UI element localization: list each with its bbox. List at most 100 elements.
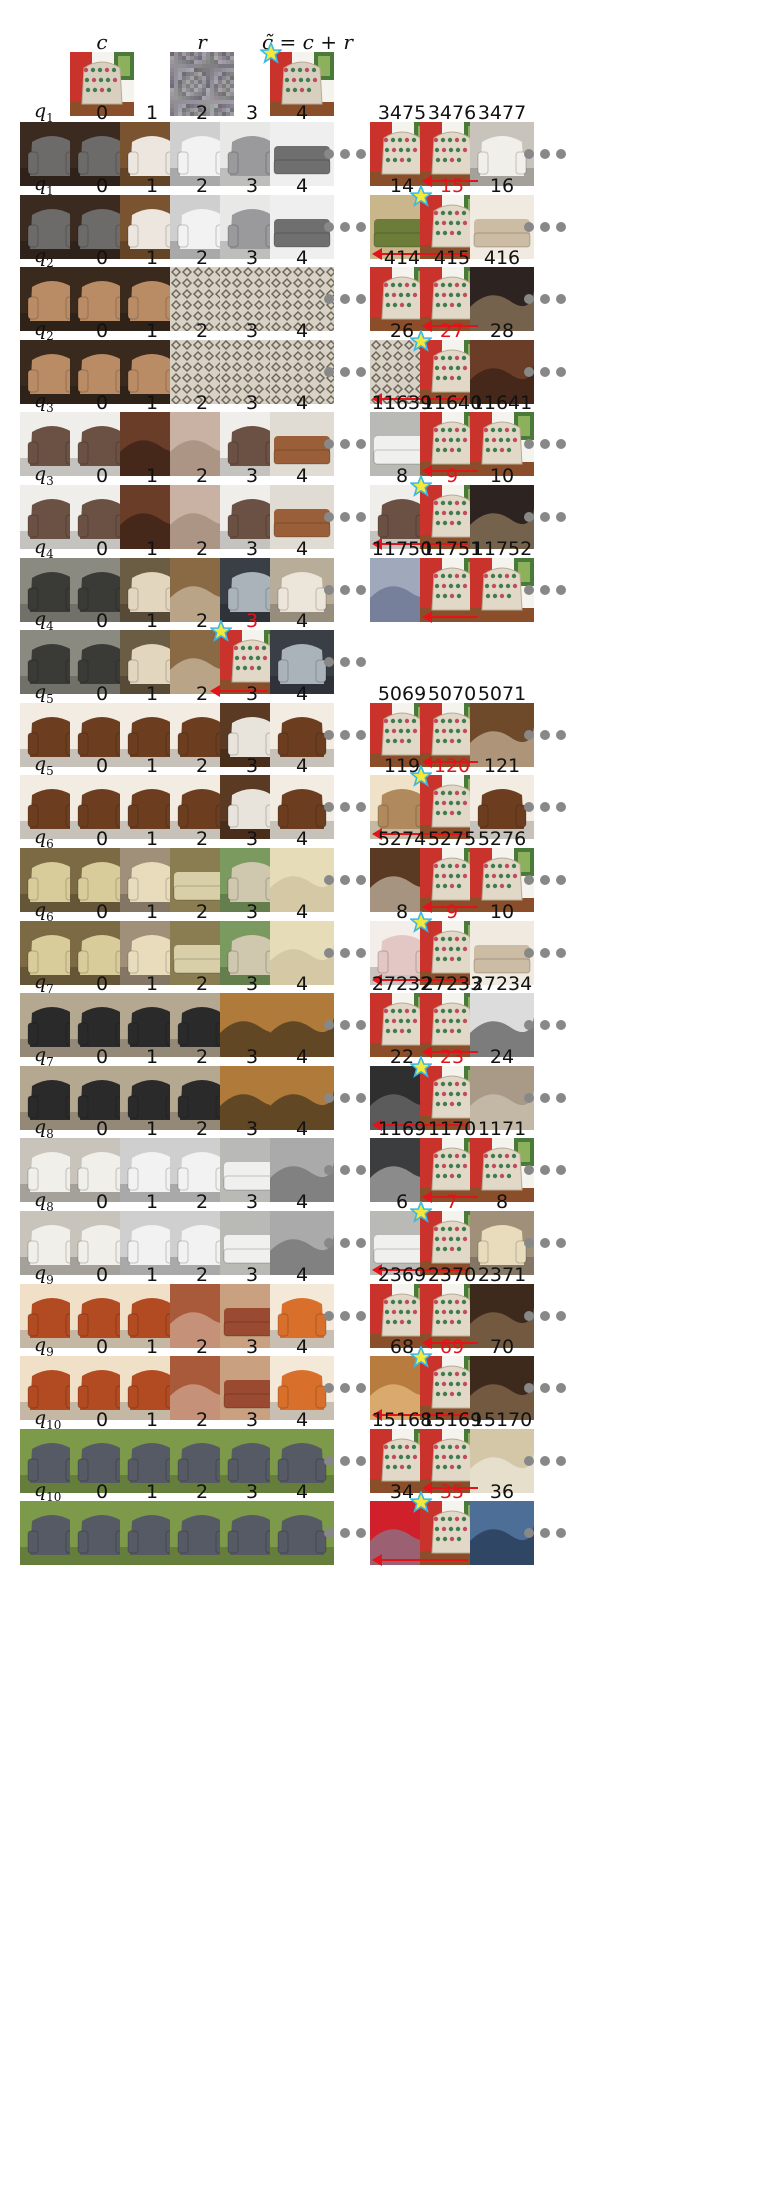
left-result-image	[270, 1284, 334, 1348]
right-rank-label: 23	[439, 1046, 465, 1068]
ellipsis-dot	[324, 585, 334, 595]
query-label: q6	[34, 828, 54, 850]
left-ellipsis	[324, 585, 368, 595]
ellipsis-dot	[556, 1093, 566, 1103]
ellipsis-dot	[556, 1528, 566, 1538]
right-rank-label: 9	[445, 465, 459, 487]
query-letter: q	[34, 173, 47, 195]
rank-shift-arrow	[210, 685, 268, 697]
ellipsis-dot	[356, 1383, 366, 1393]
header-c-label: c	[96, 30, 108, 54]
ellipsis-dot	[540, 512, 550, 522]
right-result-image	[470, 267, 534, 331]
ellipsis-dot	[540, 1311, 550, 1321]
right-rank-label: 120	[433, 755, 471, 777]
left-rank-label: 4	[295, 1046, 309, 1068]
ellipsis-dot	[356, 802, 366, 812]
left-rank-label: 0	[95, 320, 109, 342]
left-rank-label: 1	[145, 175, 159, 197]
right-result-image	[470, 703, 534, 767]
right-rank-label: 2369	[377, 1264, 427, 1286]
left-rank-label: 0	[95, 683, 109, 705]
ellipsis-dot	[324, 367, 334, 377]
ellipsis-dot	[556, 1456, 566, 1466]
ellipsis-dot	[524, 1311, 534, 1321]
left-rank-label: 3	[245, 828, 259, 850]
right-rank-label: 15168	[371, 1409, 433, 1431]
right-rank-label: 3476	[427, 102, 477, 124]
ellipsis-dot	[540, 1528, 550, 1538]
rank-shift-arrow	[422, 175, 478, 187]
right-result-image	[470, 993, 534, 1057]
ellipsis-dot	[340, 294, 350, 304]
left-result-image	[70, 1211, 134, 1275]
left-rank-label: 0	[95, 392, 109, 414]
query-index: 3	[46, 473, 54, 488]
query-label: q7	[34, 1046, 54, 1068]
ellipsis-dot	[540, 1383, 550, 1393]
left-rank-label: 1	[145, 320, 159, 342]
left-rank-label: 4	[295, 1336, 309, 1358]
ellipsis-dot	[356, 222, 366, 232]
query-label: q3	[34, 465, 54, 487]
right-rank-label: 8	[395, 901, 409, 923]
right-rank-label: 68	[389, 1336, 415, 1358]
ellipsis-dot	[540, 439, 550, 449]
left-rank-label: 4	[295, 755, 309, 777]
left-result-image	[270, 485, 334, 549]
right-rank-label: 416	[483, 247, 521, 269]
query-label: q8	[34, 1118, 54, 1140]
left-rank-label: 0	[95, 247, 109, 269]
right-result-image	[470, 485, 534, 549]
left-rank-label: 4	[295, 538, 309, 560]
query-label: q9	[34, 1336, 54, 1358]
ellipsis-dot	[556, 367, 566, 377]
left-rank-label: 0	[95, 465, 109, 487]
right-ellipsis	[524, 1311, 568, 1321]
left-result-image	[270, 1356, 334, 1420]
left-rank-label: 4	[295, 247, 309, 269]
ellipsis-dot	[324, 1311, 334, 1321]
left-rank-label: 3	[245, 1481, 259, 1503]
right-rank-label: 3475	[377, 102, 427, 124]
query-index: 5	[46, 763, 54, 778]
right-ellipsis	[524, 294, 568, 304]
right-ellipsis	[524, 367, 568, 377]
right-rank-label: 11750	[371, 538, 433, 560]
ellipsis-dot	[540, 1020, 550, 1030]
ellipsis-dot	[524, 1238, 534, 1248]
left-rank-label: 2	[195, 683, 209, 705]
star-shape	[410, 475, 432, 497]
ellipsis-dot	[540, 948, 550, 958]
right-rank-label: 16	[489, 175, 515, 197]
right-rank-label: 11751	[421, 538, 483, 560]
right-rank-label: 27232	[371, 973, 433, 995]
left-result-image	[270, 1138, 334, 1202]
query-label: q2	[34, 320, 54, 342]
query-label: q8	[34, 1191, 54, 1213]
left-rank-label: 2	[195, 320, 209, 342]
right-rank-label: 15169	[421, 1409, 483, 1431]
ellipsis-dot	[540, 1456, 550, 1466]
right-rank-label: 2370	[427, 1264, 477, 1286]
right-rank-label: 3477	[477, 102, 527, 124]
ellipsis-dot	[340, 1165, 350, 1175]
ellipsis-dot	[340, 439, 350, 449]
left-result-image	[270, 340, 334, 404]
ellipsis-dot	[540, 367, 550, 377]
star-shape	[410, 330, 432, 352]
ellipsis-dot	[340, 1311, 350, 1321]
right-rank-label: 11752	[471, 538, 533, 560]
left-rank-label: 0	[95, 1191, 109, 1213]
right-ellipsis	[524, 149, 568, 159]
ellipsis-dot	[324, 512, 334, 522]
ellipsis-dot	[356, 512, 366, 522]
ellipsis-dot	[324, 439, 334, 449]
left-rank-label: 0	[95, 1481, 109, 1503]
right-rank-label: 10	[489, 465, 515, 487]
query-letter: q	[34, 753, 47, 775]
query-label: q1	[34, 175, 54, 197]
left-rank-label: 4	[295, 1409, 309, 1431]
adversarial-star-icon	[410, 765, 432, 787]
ellipsis-dot	[524, 222, 534, 232]
